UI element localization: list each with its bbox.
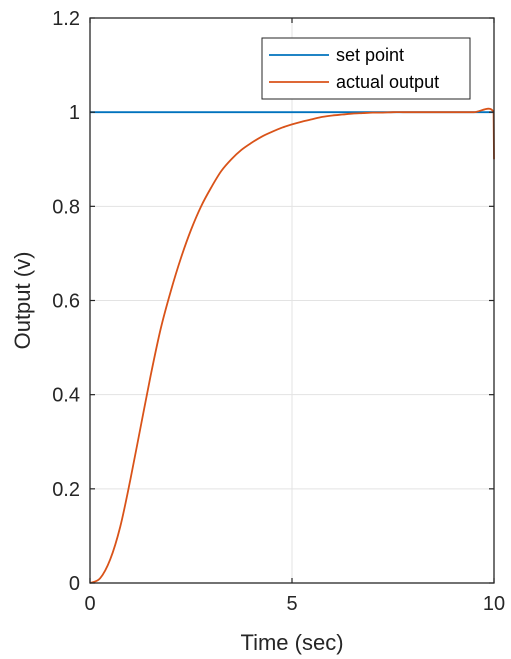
y-axis-label: Output (v) bbox=[10, 252, 35, 350]
x-tick-label: 0 bbox=[84, 593, 95, 615]
y-tick-label: 0.2 bbox=[52, 479, 80, 501]
legend-entry: set point bbox=[336, 45, 404, 65]
plot-lines bbox=[89, 107, 495, 584]
y-tick-label: 0.8 bbox=[52, 196, 80, 218]
y-tick-label: 0 bbox=[69, 573, 80, 595]
legend-entry: actual output bbox=[336, 72, 439, 92]
x-tick-label: 5 bbox=[286, 593, 297, 615]
y-tick-label: 1 bbox=[69, 102, 80, 124]
x-tick-label: 10 bbox=[483, 593, 505, 615]
ticks: 0 5 10 0 0.2 0.4 0.6 0.8 1 1.2 bbox=[52, 8, 505, 615]
y-tick-label: 1.2 bbox=[52, 8, 80, 30]
x-axis-label: Time (sec) bbox=[240, 630, 343, 655]
legend: set point actual output bbox=[261, 37, 471, 100]
series-line-1 bbox=[89, 107, 495, 584]
y-tick-label: 0.4 bbox=[52, 385, 80, 407]
y-tick-label: 0.6 bbox=[52, 291, 80, 313]
legend-box bbox=[261, 37, 471, 100]
